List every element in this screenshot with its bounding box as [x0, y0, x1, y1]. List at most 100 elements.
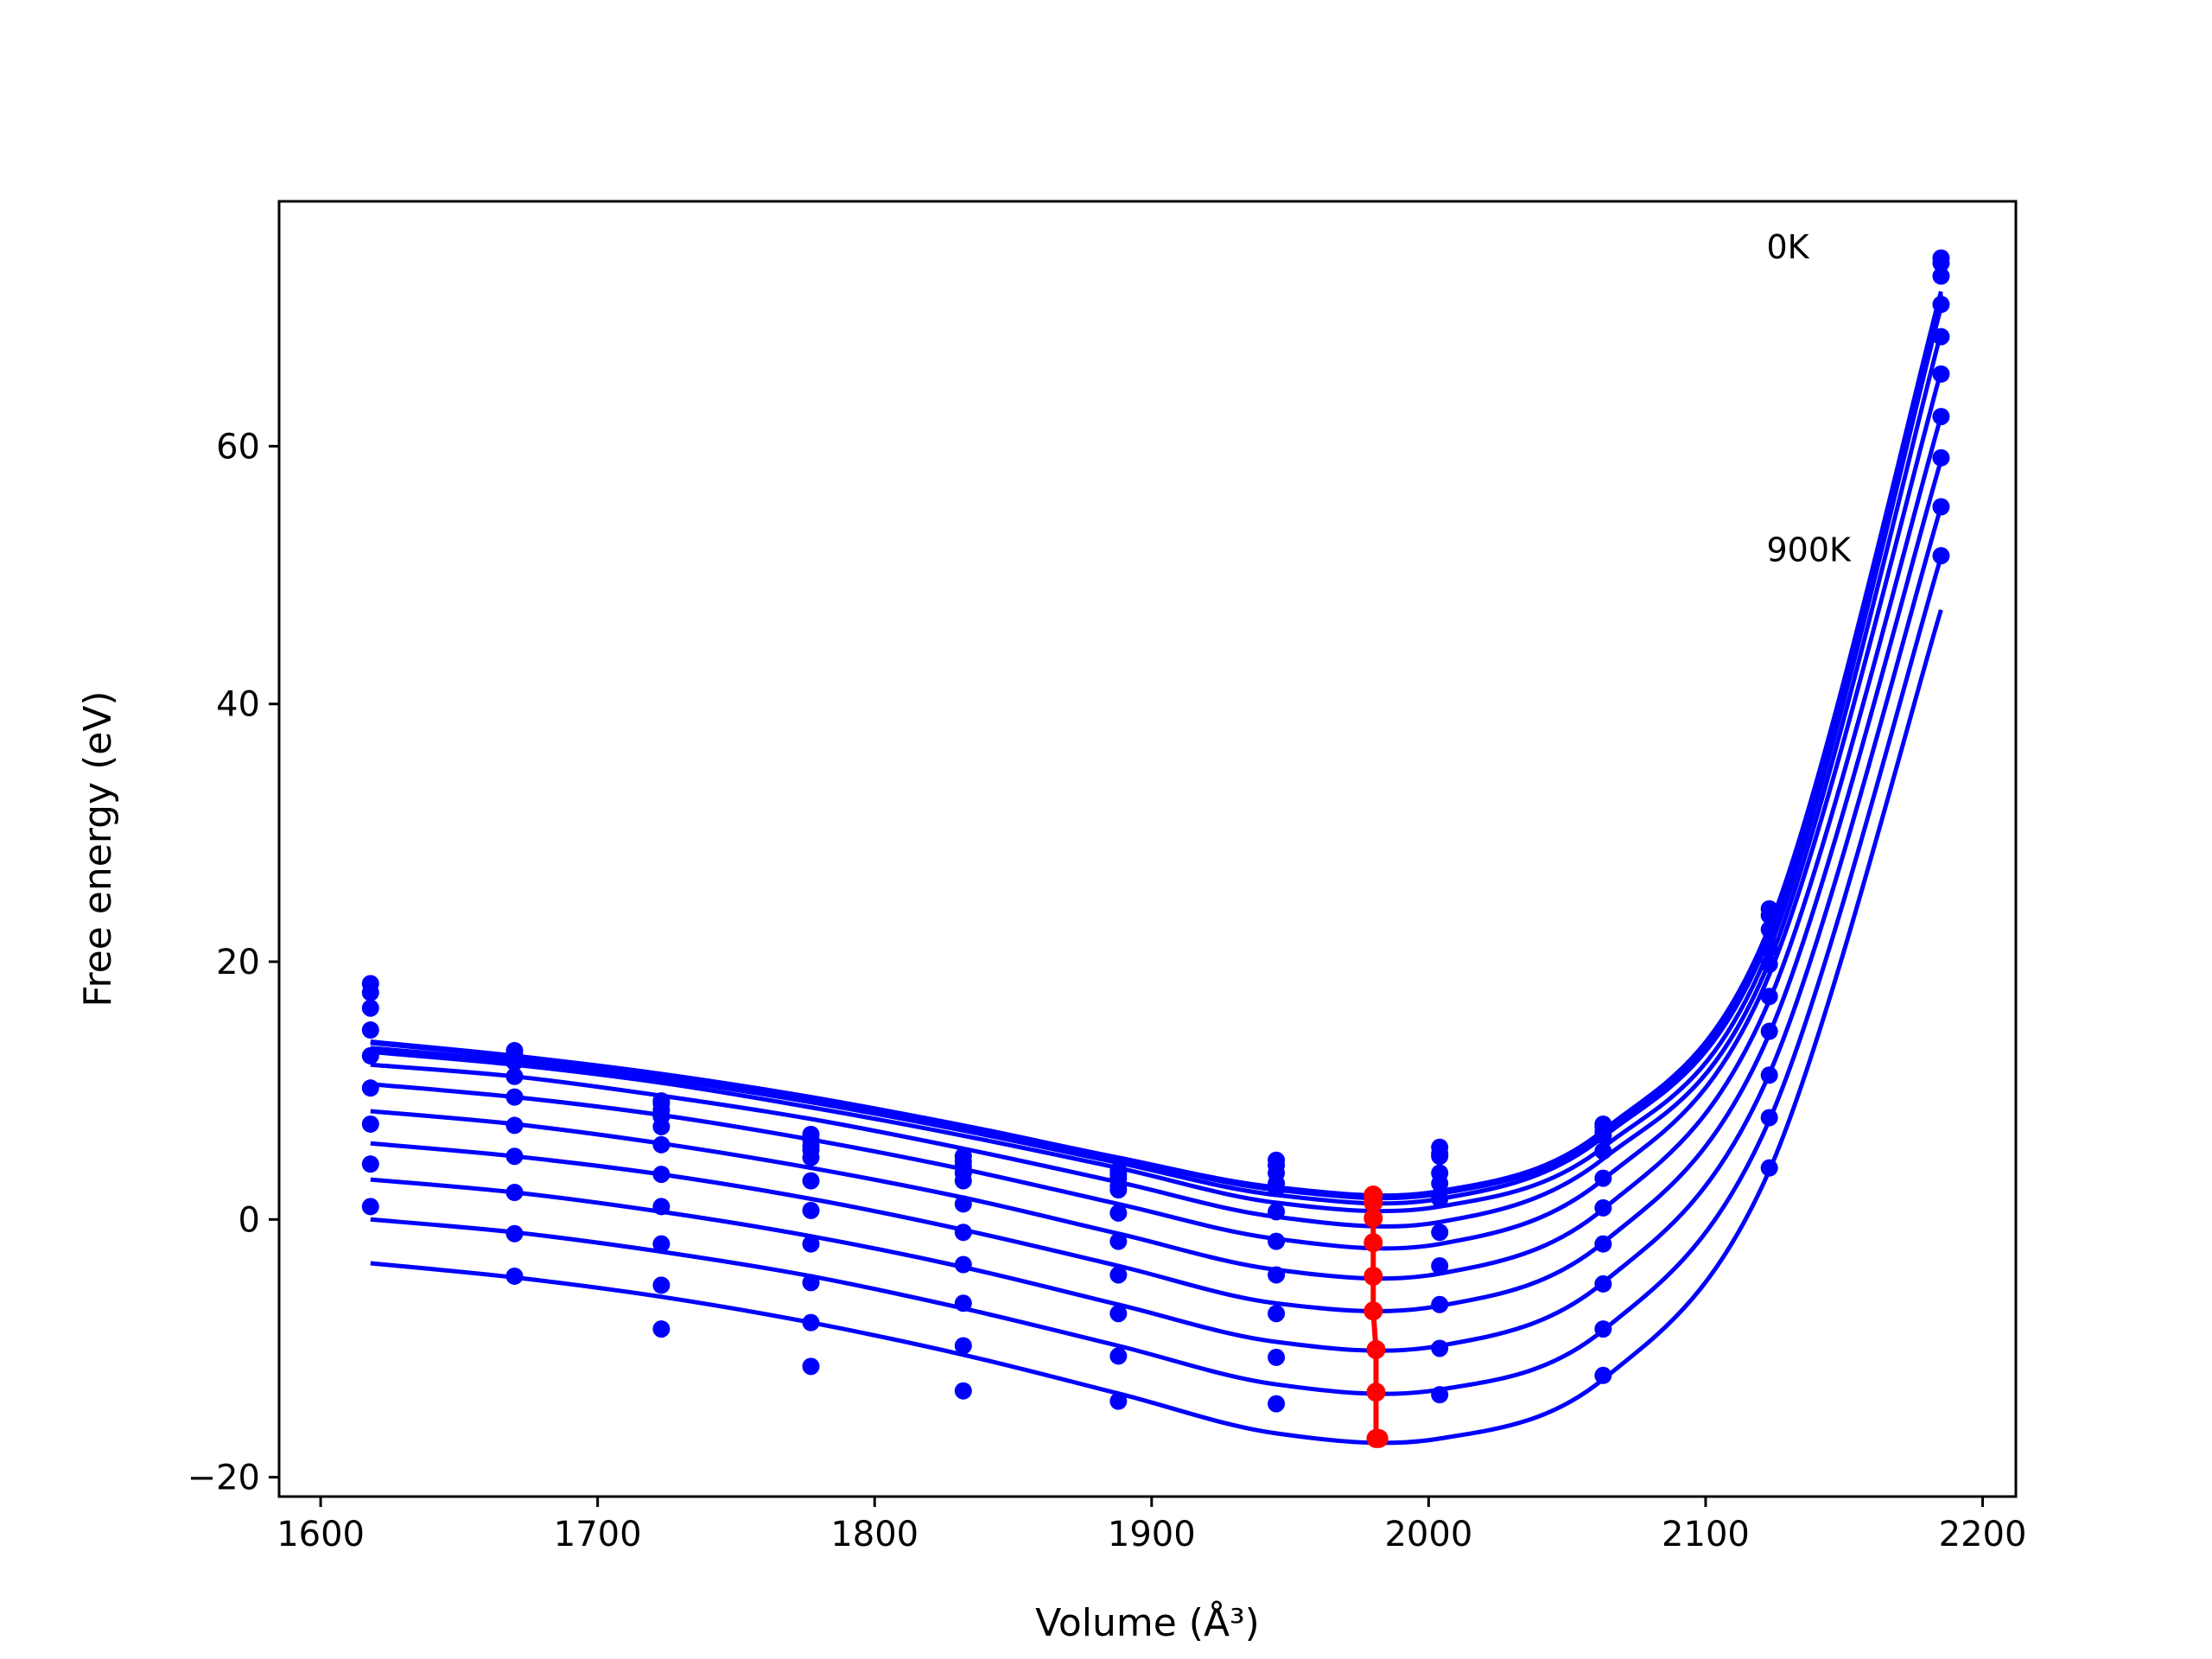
data-point — [1431, 1257, 1449, 1275]
data-point — [505, 1067, 524, 1085]
minimum-point — [1366, 1339, 1386, 1359]
x-tick-label: 2000 — [1384, 1515, 1472, 1554]
data-point — [1932, 327, 1950, 346]
data-point — [1594, 1366, 1612, 1384]
y-tick-label: −20 — [188, 1459, 260, 1498]
data-point — [802, 1148, 820, 1166]
data-point — [1109, 1181, 1128, 1199]
plot-frame — [277, 200, 2018, 1498]
data-point — [802, 1274, 820, 1292]
y-tick-label: 60 — [216, 427, 260, 467]
data-point — [1268, 1348, 1286, 1366]
data-point — [652, 1276, 671, 1294]
data-point — [1109, 1204, 1128, 1222]
data-point — [1594, 1127, 1612, 1145]
data-point — [1932, 408, 1950, 426]
fit-curve-10 — [370, 609, 1943, 1446]
data-point — [954, 1195, 972, 1213]
y-axis-label: Free energy (eV) — [76, 690, 120, 1007]
data-point — [1109, 1347, 1128, 1365]
fit-curve-8 — [370, 505, 1943, 1353]
data-point — [954, 1255, 972, 1274]
data-point — [652, 1235, 671, 1253]
minimum-point — [1363, 1233, 1383, 1253]
data-point — [1760, 1066, 1778, 1084]
data-point — [1594, 1198, 1612, 1217]
data-point — [1594, 1142, 1612, 1160]
data-point — [652, 1135, 671, 1154]
data-point — [361, 983, 379, 1001]
data-point — [1760, 1109, 1778, 1127]
data-point — [954, 1294, 972, 1313]
data-point — [1932, 448, 1950, 467]
data-point — [1268, 1266, 1286, 1284]
data-point — [1760, 906, 1778, 925]
y-tick-label: 20 — [216, 943, 260, 982]
data-point — [1109, 1392, 1128, 1410]
data-point — [1594, 1320, 1612, 1338]
data-point — [361, 1115, 379, 1133]
data-point — [361, 999, 379, 1017]
data-point — [505, 1267, 524, 1285]
y-tick-label: 0 — [238, 1200, 260, 1240]
data-point — [802, 1357, 820, 1376]
minimum-point — [1369, 1428, 1389, 1448]
data-point — [1268, 1203, 1286, 1221]
data-point — [1268, 1395, 1286, 1413]
x-axis-ticks: 1600 1700 1800 1900 2000 2100 2200 — [276, 1497, 2026, 1554]
data-point — [1760, 988, 1778, 1006]
data-point — [361, 1198, 379, 1216]
data-point — [954, 1224, 972, 1242]
minimum-point — [1363, 1208, 1383, 1228]
data-point — [652, 1198, 671, 1216]
data-point — [802, 1172, 820, 1190]
data-point — [1431, 1339, 1449, 1357]
data-point — [361, 1046, 379, 1065]
data-point — [1760, 1022, 1778, 1040]
data-point — [1431, 1174, 1449, 1192]
data-point — [505, 1053, 524, 1071]
data-point — [505, 1116, 524, 1135]
data-point — [802, 1201, 820, 1219]
data-point — [505, 1147, 524, 1166]
minimum-point — [1363, 1192, 1383, 1212]
data-point — [1431, 1295, 1449, 1313]
data-point — [1109, 1266, 1128, 1284]
data-point — [361, 1079, 379, 1097]
data-point — [1932, 365, 1950, 383]
data-point — [1431, 1386, 1449, 1404]
data-point — [505, 1224, 524, 1243]
data-point — [1268, 1179, 1286, 1198]
data-point — [1760, 940, 1778, 958]
data-point — [1760, 955, 1778, 973]
x-tick-label: 1800 — [830, 1515, 918, 1554]
annotation-900k: 900K — [1766, 531, 1852, 569]
data-point — [1431, 1224, 1449, 1242]
data-point — [361, 1021, 379, 1039]
data-point — [802, 1313, 820, 1332]
x-tick-label: 2100 — [1662, 1515, 1750, 1554]
data-point — [1932, 296, 1950, 314]
data-point — [652, 1117, 671, 1135]
x-tick-label: 2200 — [1939, 1515, 2027, 1554]
data-point — [1431, 1147, 1449, 1166]
x-tick-label: 1900 — [1108, 1515, 1196, 1554]
minimum-line — [1363, 1185, 1389, 1448]
x-axis-label: Volume (Å³) — [1035, 1599, 1260, 1645]
data-point — [361, 1155, 379, 1173]
data-point — [1594, 1235, 1612, 1253]
data-point — [1109, 1232, 1128, 1250]
data-point — [1932, 254, 1950, 272]
data-point — [1268, 1232, 1286, 1250]
data-point — [652, 1166, 671, 1184]
fit-curve-9 — [370, 556, 1943, 1396]
data-point — [954, 1172, 972, 1190]
data-point — [1932, 498, 1950, 516]
data-points — [361, 249, 1950, 1413]
data-point — [1431, 1190, 1449, 1208]
annotation-0k: 0K — [1766, 228, 1809, 266]
data-point — [1932, 267, 1950, 285]
data-point — [954, 1337, 972, 1355]
x-tick-label: 1600 — [276, 1515, 365, 1554]
